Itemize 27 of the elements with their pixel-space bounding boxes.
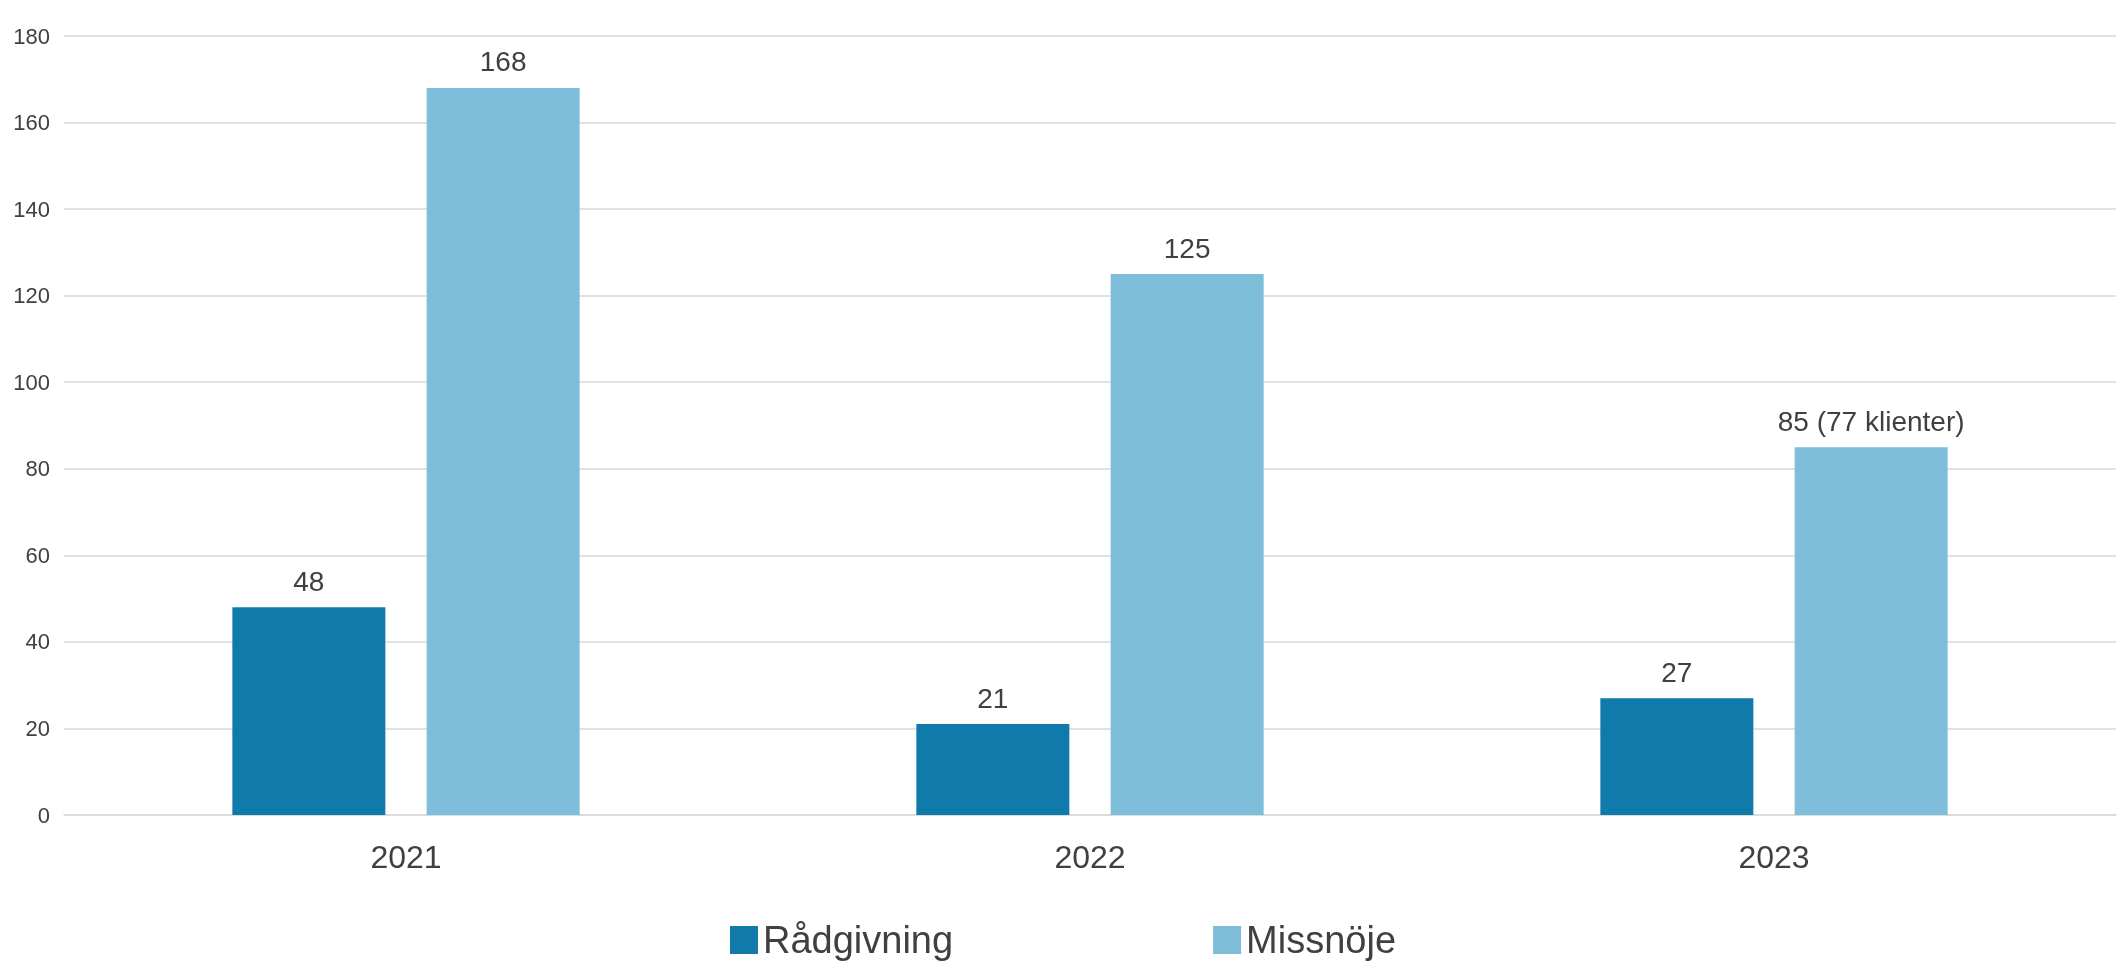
data-label: 125 [1163, 232, 1211, 264]
bar [426, 87, 580, 815]
x-tick-label: 2023 [1738, 839, 1810, 875]
bar [1600, 698, 1754, 815]
bar [916, 724, 1070, 815]
data-label: 27 [1661, 656, 1693, 688]
y-tick-label: 160 [13, 110, 50, 136]
bar [232, 607, 386, 815]
data-label: 48 [293, 565, 325, 597]
y-tick-label: 40 [25, 629, 50, 655]
y-tick-label: 0 [37, 802, 50, 828]
y-tick-label: 180 [13, 23, 50, 49]
y-tick-label: 120 [13, 283, 50, 309]
y-tick-label: 140 [13, 196, 50, 222]
legend-label: Missnöje [1246, 919, 1397, 961]
x-tick-label: 2022 [1054, 839, 1126, 875]
y-tick-label: 20 [25, 715, 50, 741]
legend-label: Rådgivning [762, 919, 954, 961]
bar [1110, 274, 1264, 815]
y-tick-label: 100 [13, 369, 50, 395]
data-label: 168 [479, 46, 527, 78]
x-tick-label: 2021 [370, 839, 442, 875]
y-tick-label: 80 [25, 456, 50, 482]
y-tick-label: 60 [25, 542, 50, 568]
data-label: 21 [977, 682, 1009, 714]
bar [1794, 447, 1948, 815]
data-label: 85 (77 klienter) [1777, 405, 1965, 437]
